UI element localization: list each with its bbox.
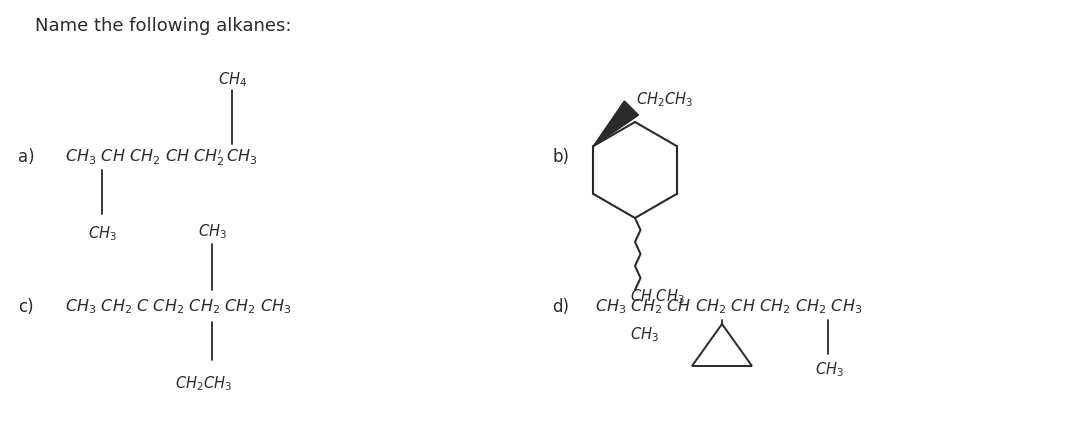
Text: $\mathit{CH_2CH_3}$: $\mathit{CH_2CH_3}$ (637, 91, 693, 109)
Text: $\mathit{CH_3}$: $\mathit{CH_3}$ (197, 223, 227, 241)
Text: $\mathit{CH_3}$ $\mathit{CH}$ $\mathit{CH_2}$ $\mathit{CH}$ $\mathit{CH_2'\!}$ $: $\mathit{CH_3}$ $\mathit{CH}$ $\mathit{C… (65, 146, 258, 168)
Text: $\mathit{CH_3}$: $\mathit{CH_3}$ (815, 361, 844, 379)
Text: $\mathit{CH}$ $\mathit{CH_3}$: $\mathit{CH}$ $\mathit{CH_3}$ (630, 288, 685, 306)
Text: $\mathit{CH_4}$: $\mathit{CH_4}$ (218, 71, 247, 89)
Text: $\mathit{CH_2CH_3}$: $\mathit{CH_2CH_3}$ (175, 375, 232, 393)
Text: $\mathit{CH_3}$: $\mathit{CH_3}$ (630, 326, 659, 344)
Text: d): d) (552, 298, 569, 316)
Text: b): b) (552, 148, 569, 166)
Text: c): c) (18, 298, 34, 316)
Text: $\mathit{CH_3}$ $\mathit{CH_2}$ $\mathit{CH}$ $\mathit{CH_2}$ $\mathit{CH}$ $\ma: $\mathit{CH_3}$ $\mathit{CH_2}$ $\mathit… (595, 297, 863, 316)
Text: a): a) (18, 148, 35, 166)
Text: $\mathit{CH_3}$: $\mathit{CH_3}$ (88, 225, 117, 244)
Text: $\mathit{CH_3}$ $\mathit{CH_2}$ $\mathit{C}$ $\mathit{CH_2}$ $\mathit{CH_2}$ $\m: $\mathit{CH_3}$ $\mathit{CH_2}$ $\mathit… (65, 297, 292, 316)
Polygon shape (593, 101, 638, 146)
Text: Name the following alkanes:: Name the following alkanes: (35, 17, 292, 35)
